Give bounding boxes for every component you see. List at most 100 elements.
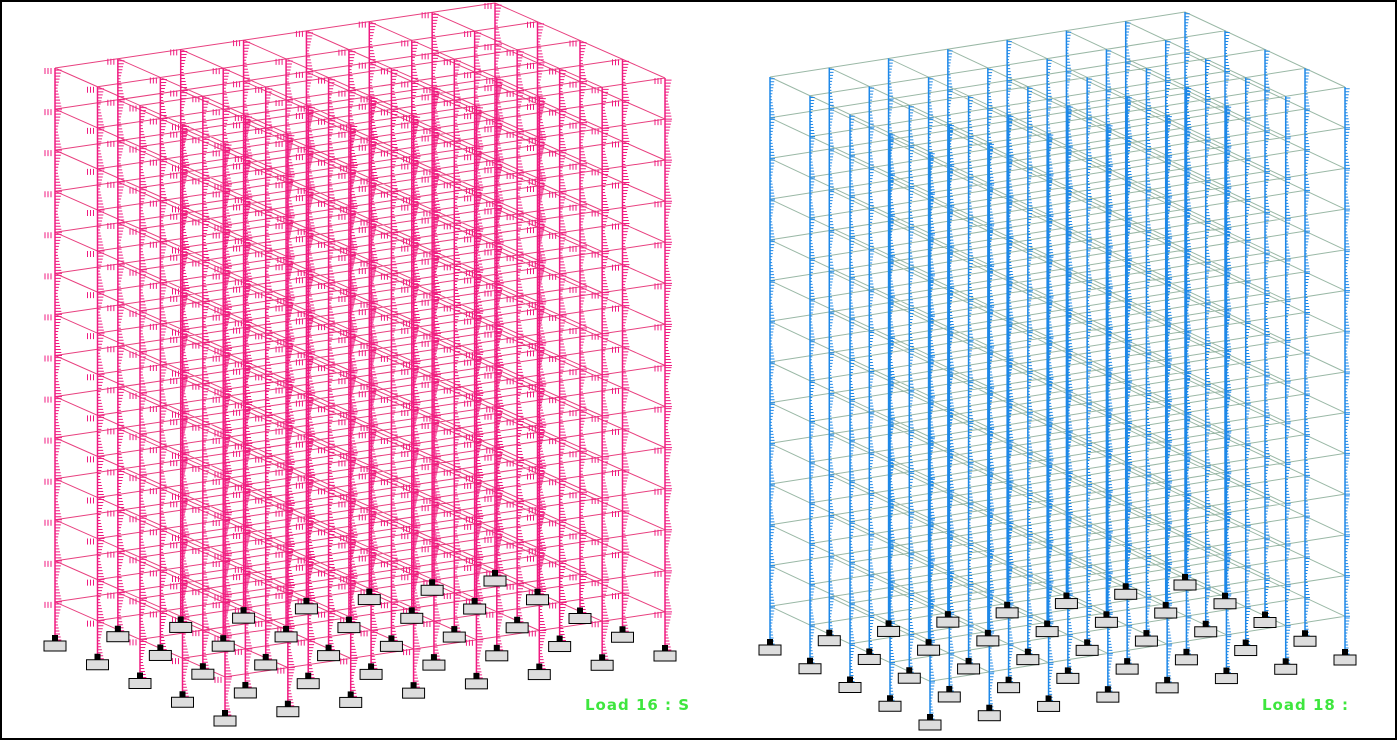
- support: [358, 595, 380, 605]
- support-node: [966, 658, 972, 664]
- support: [277, 707, 299, 717]
- support: [214, 716, 236, 726]
- support-node: [620, 626, 626, 632]
- support-node: [115, 626, 121, 632]
- support: [421, 585, 443, 595]
- support-node: [906, 667, 912, 673]
- support: [423, 660, 445, 670]
- support: [340, 697, 362, 707]
- support-node: [241, 607, 247, 613]
- support-node: [1065, 667, 1071, 673]
- support: [1294, 636, 1316, 646]
- support-node: [409, 607, 415, 613]
- support: [87, 660, 109, 670]
- support: [192, 669, 214, 679]
- support: [977, 636, 999, 646]
- support: [443, 632, 465, 642]
- support-node: [473, 673, 479, 679]
- support-node: [1143, 630, 1149, 636]
- support: [1097, 692, 1119, 702]
- support-node: [346, 617, 352, 623]
- support-node: [180, 691, 186, 697]
- support-node: [1183, 649, 1189, 655]
- support-node: [222, 710, 228, 716]
- support-node: [577, 608, 583, 614]
- support-node: [492, 570, 498, 576]
- support-node: [52, 635, 58, 641]
- load-label: Load 16 : S: [585, 696, 690, 714]
- support-node: [536, 664, 542, 670]
- support: [1155, 608, 1177, 618]
- support: [978, 711, 1000, 721]
- support-node: [1243, 640, 1249, 646]
- support: [569, 614, 591, 624]
- support: [998, 683, 1020, 693]
- support-node: [535, 589, 541, 595]
- support-node: [1283, 658, 1289, 664]
- support: [233, 613, 255, 623]
- support-node: [95, 654, 101, 660]
- support-node: [1262, 612, 1268, 618]
- support: [338, 623, 360, 633]
- support-node: [1063, 593, 1069, 599]
- support-node: [807, 658, 813, 664]
- support-node: [1006, 677, 1012, 683]
- support: [149, 650, 171, 660]
- support: [858, 654, 880, 664]
- support-node: [1164, 677, 1170, 683]
- support: [1017, 655, 1039, 665]
- support-node: [137, 673, 143, 679]
- support: [1175, 655, 1197, 665]
- support: [527, 595, 549, 605]
- support: [1038, 701, 1060, 711]
- support: [275, 632, 297, 642]
- support-node: [366, 589, 372, 595]
- support-node: [1302, 630, 1308, 636]
- support-node: [1182, 574, 1188, 580]
- support-node: [1203, 621, 1209, 627]
- support: [44, 641, 66, 651]
- support: [1055, 599, 1077, 609]
- support: [759, 645, 781, 655]
- support-node: [1004, 602, 1010, 608]
- support: [403, 688, 425, 698]
- support-node: [986, 705, 992, 711]
- support-node: [866, 648, 872, 654]
- support-node: [1342, 649, 1348, 655]
- support: [212, 641, 234, 651]
- support-node: [303, 598, 309, 604]
- support: [1135, 636, 1157, 646]
- support: [612, 632, 634, 642]
- support-node: [1105, 686, 1111, 692]
- support-node: [887, 695, 893, 701]
- viewports: Load 16 : S Load 18 :: [0, 0, 1397, 740]
- support-node: [1222, 593, 1228, 599]
- support-node: [451, 626, 457, 632]
- support-node: [348, 691, 354, 697]
- support-node: [305, 673, 311, 679]
- support-node: [1046, 695, 1052, 701]
- support: [1195, 627, 1217, 637]
- support-node: [220, 635, 226, 641]
- support: [1036, 627, 1058, 637]
- support-node: [599, 654, 605, 660]
- support: [879, 701, 901, 711]
- support: [839, 683, 861, 693]
- support-node: [1044, 621, 1050, 627]
- support: [129, 679, 151, 689]
- support: [996, 608, 1018, 618]
- support: [591, 660, 613, 670]
- support-node: [1163, 602, 1169, 608]
- support: [1095, 617, 1117, 627]
- support: [484, 576, 506, 586]
- support-node: [1123, 583, 1129, 589]
- support: [1254, 618, 1276, 628]
- support-node: [431, 654, 437, 660]
- support: [1334, 655, 1356, 665]
- support-node: [927, 714, 933, 720]
- support-node: [926, 639, 932, 645]
- support-node: [1223, 668, 1229, 674]
- support: [401, 613, 423, 623]
- support-node: [945, 611, 951, 617]
- support: [380, 641, 402, 651]
